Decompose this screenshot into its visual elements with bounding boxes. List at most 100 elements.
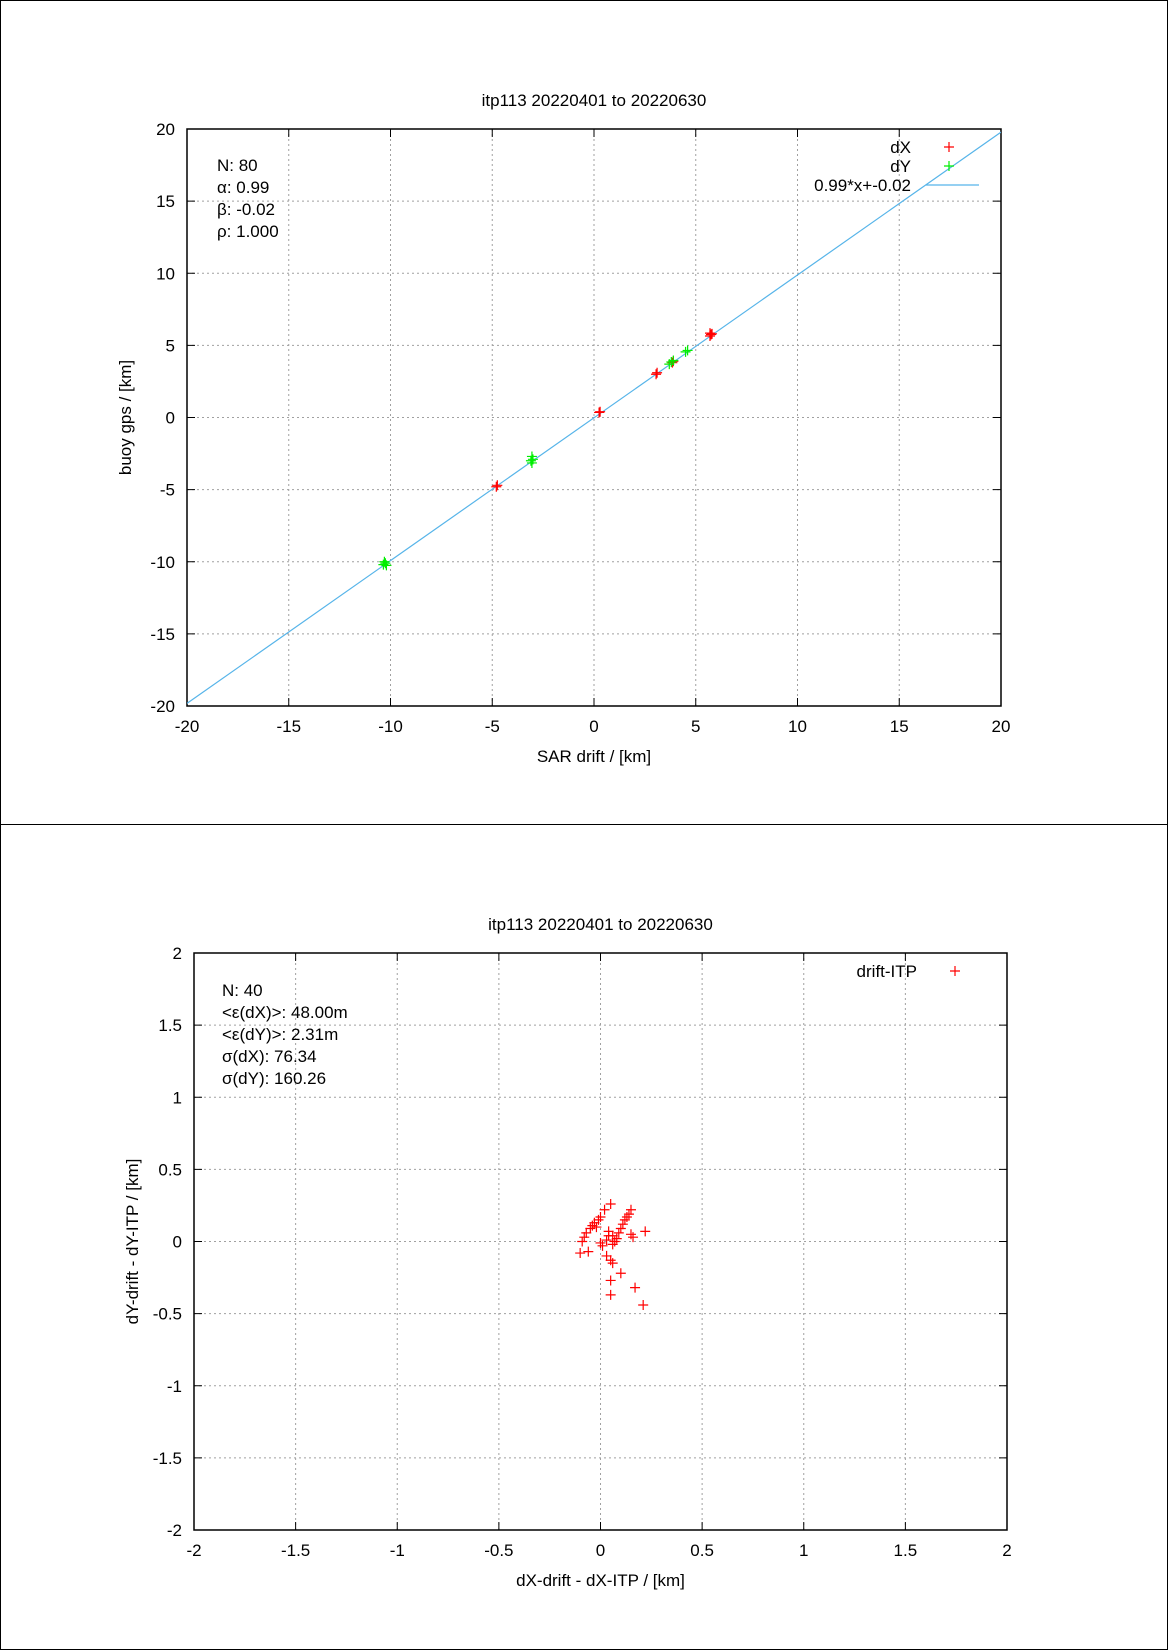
point-drift-ITP xyxy=(625,1204,636,1215)
point-drift-ITP xyxy=(605,1289,616,1300)
x-axis-label: dX-drift - dX-ITP / [km] xyxy=(516,1571,685,1590)
x-tick-label: -15 xyxy=(276,717,301,736)
point-drift-ITP xyxy=(575,1248,586,1259)
point-dX xyxy=(651,369,662,380)
point-dY xyxy=(682,345,693,356)
x-tick-label: -2 xyxy=(186,1541,201,1560)
point-dX xyxy=(704,328,715,339)
grid xyxy=(194,953,1007,1530)
legend-label: 0.99*x+-0.02 xyxy=(814,176,911,195)
y-tick-label: -1.5 xyxy=(153,1449,182,1468)
x-tick-label: -0.5 xyxy=(484,1541,513,1560)
stats-text: N: 80 xyxy=(217,156,258,175)
point-drift-ITP xyxy=(607,1258,618,1269)
y-tick-label: 0 xyxy=(173,1233,182,1252)
y-tick-label: -1 xyxy=(167,1377,182,1396)
x-tick-label: 1 xyxy=(799,1541,808,1560)
legend-marker xyxy=(944,142,954,152)
point-drift-ITP xyxy=(581,1227,592,1238)
point-drift-ITP xyxy=(603,1226,614,1237)
x-tick-label: 2 xyxy=(1002,1541,1011,1560)
legend-label: dY xyxy=(890,157,911,176)
x-axis-label: SAR drift / [km] xyxy=(537,747,651,766)
x-tick-label: -5 xyxy=(485,717,500,736)
y-tick-label: -20 xyxy=(150,697,175,716)
y-axis-label: buoy gps / [km] xyxy=(116,360,135,475)
point-dY xyxy=(380,558,391,569)
y-tick-label: 0.5 xyxy=(158,1160,182,1179)
x-tick-label: 0.5 xyxy=(690,1541,714,1560)
point-drift-ITP xyxy=(595,1237,606,1248)
point-drift-ITP xyxy=(609,1236,620,1247)
point-drift-ITP xyxy=(625,1229,636,1240)
scatter-chart-svg-2: -2 -1.5 -1 -0.5 0 0.5 1 1.5 2 -2 -1.5 -1 -0.5 0 0.5 1 1.… xyxy=(123,915,1012,1590)
legend-label: drift-ITP xyxy=(857,962,917,981)
y-tick-label: 10 xyxy=(156,264,175,283)
y-tick-label: 0 xyxy=(166,409,175,428)
y-tick-label: -15 xyxy=(150,625,175,644)
point-dY xyxy=(666,356,677,367)
point-dY xyxy=(378,559,389,570)
point-dX xyxy=(491,481,502,492)
point-drift-ITP xyxy=(601,1235,612,1246)
axis-ticks: -2 -1.5 -1 -0.5 0 0.5 1 1.5 2 -2 -1.5 -1 -0.5 0 0.5 1 1.… xyxy=(153,944,1012,1560)
chart-panel-1: -20 -15 -10 -5 0 5 10 15 20 -20 -15 -10 -5 0 5 10 15 20 it… xyxy=(0,0,1168,825)
x-tick-label: 0 xyxy=(596,1541,605,1560)
point-drift-ITP xyxy=(623,1209,634,1220)
point-drift-ITP xyxy=(615,1268,626,1279)
point-drift-ITP xyxy=(599,1204,610,1215)
y-tick-label: -2 xyxy=(167,1521,182,1540)
stats-text: <ε(dX)>: 48.00m xyxy=(222,1003,348,1022)
point-drift-ITP xyxy=(638,1299,649,1310)
legend: drift-ITP xyxy=(857,962,960,981)
point-drift-ITP xyxy=(615,1223,626,1234)
stats-text: α: 0.99 xyxy=(217,178,269,197)
y-tick-label: 5 xyxy=(166,336,175,355)
stats-text: <ε(dY)>: 2.31m xyxy=(222,1025,338,1044)
point-dX xyxy=(652,367,663,378)
grid xyxy=(187,129,1001,706)
point-dX xyxy=(706,329,717,340)
x-tick-label: 20 xyxy=(992,717,1011,736)
x-tick-label: -10 xyxy=(378,717,403,736)
y-tick-label: 1.5 xyxy=(158,1016,182,1035)
stats-text: β: -0.02 xyxy=(217,200,275,219)
x-tick-label: -20 xyxy=(175,717,200,736)
legend-marker xyxy=(944,161,954,171)
point-drift-ITP xyxy=(595,1211,606,1222)
point-drift-ITP xyxy=(607,1230,618,1241)
stats-text: ρ: 1.000 xyxy=(217,222,279,241)
point-drift-ITP xyxy=(605,1198,616,1209)
stats-text: N: 40 xyxy=(222,981,263,1000)
stats-text: σ(dX): 76.34 xyxy=(222,1047,317,1066)
x-tick-label: 1.5 xyxy=(894,1541,918,1560)
y-axis-label: dY-drift - dY-ITP / [km] xyxy=(123,1159,142,1325)
point-dY xyxy=(680,346,691,357)
point-dY xyxy=(526,457,537,468)
stats-text: σ(dY): 160.26 xyxy=(222,1069,326,1088)
x-tick-label: 15 xyxy=(890,717,909,736)
y-tick-label: 15 xyxy=(156,192,175,211)
point-drift-ITP xyxy=(613,1227,624,1238)
point-drift-ITP xyxy=(579,1232,590,1243)
chart-title: itp113 20220401 to 20220630 xyxy=(488,915,713,934)
data-marks xyxy=(575,1198,651,1310)
point-drift-ITP xyxy=(628,1232,639,1243)
legend-marker xyxy=(950,966,960,976)
point-drift-ITP xyxy=(617,1219,628,1230)
point-dX xyxy=(595,406,606,417)
point-drift-ITP xyxy=(591,1222,602,1233)
y-tick-label: -10 xyxy=(150,553,175,572)
y-tick-label: 20 xyxy=(156,120,175,139)
scatter-chart-svg-1: -20 -15 -10 -5 0 5 10 15 20 -20 -15 -10 -5 0 5 10 15 20 it… xyxy=(116,91,1010,766)
point-dY xyxy=(525,455,536,466)
y-tick-label: -0.5 xyxy=(153,1305,182,1324)
point-drift-ITP xyxy=(583,1246,594,1257)
chart-panel-2: -2 -1.5 -1 -0.5 0 0.5 1 1.5 2 -2 -1.5 -1 -0.5 0 0.5 1 1.… xyxy=(0,824,1168,1650)
y-tick-label: -5 xyxy=(160,481,175,500)
axis-ticks: -20 -15 -10 -5 0 5 10 15 20 -20 -15 -10 -5 0 5 10 15 20 xyxy=(150,120,1010,736)
point-dX xyxy=(707,328,718,339)
y-tick-label: 1 xyxy=(173,1088,182,1107)
point-dX xyxy=(594,407,605,418)
